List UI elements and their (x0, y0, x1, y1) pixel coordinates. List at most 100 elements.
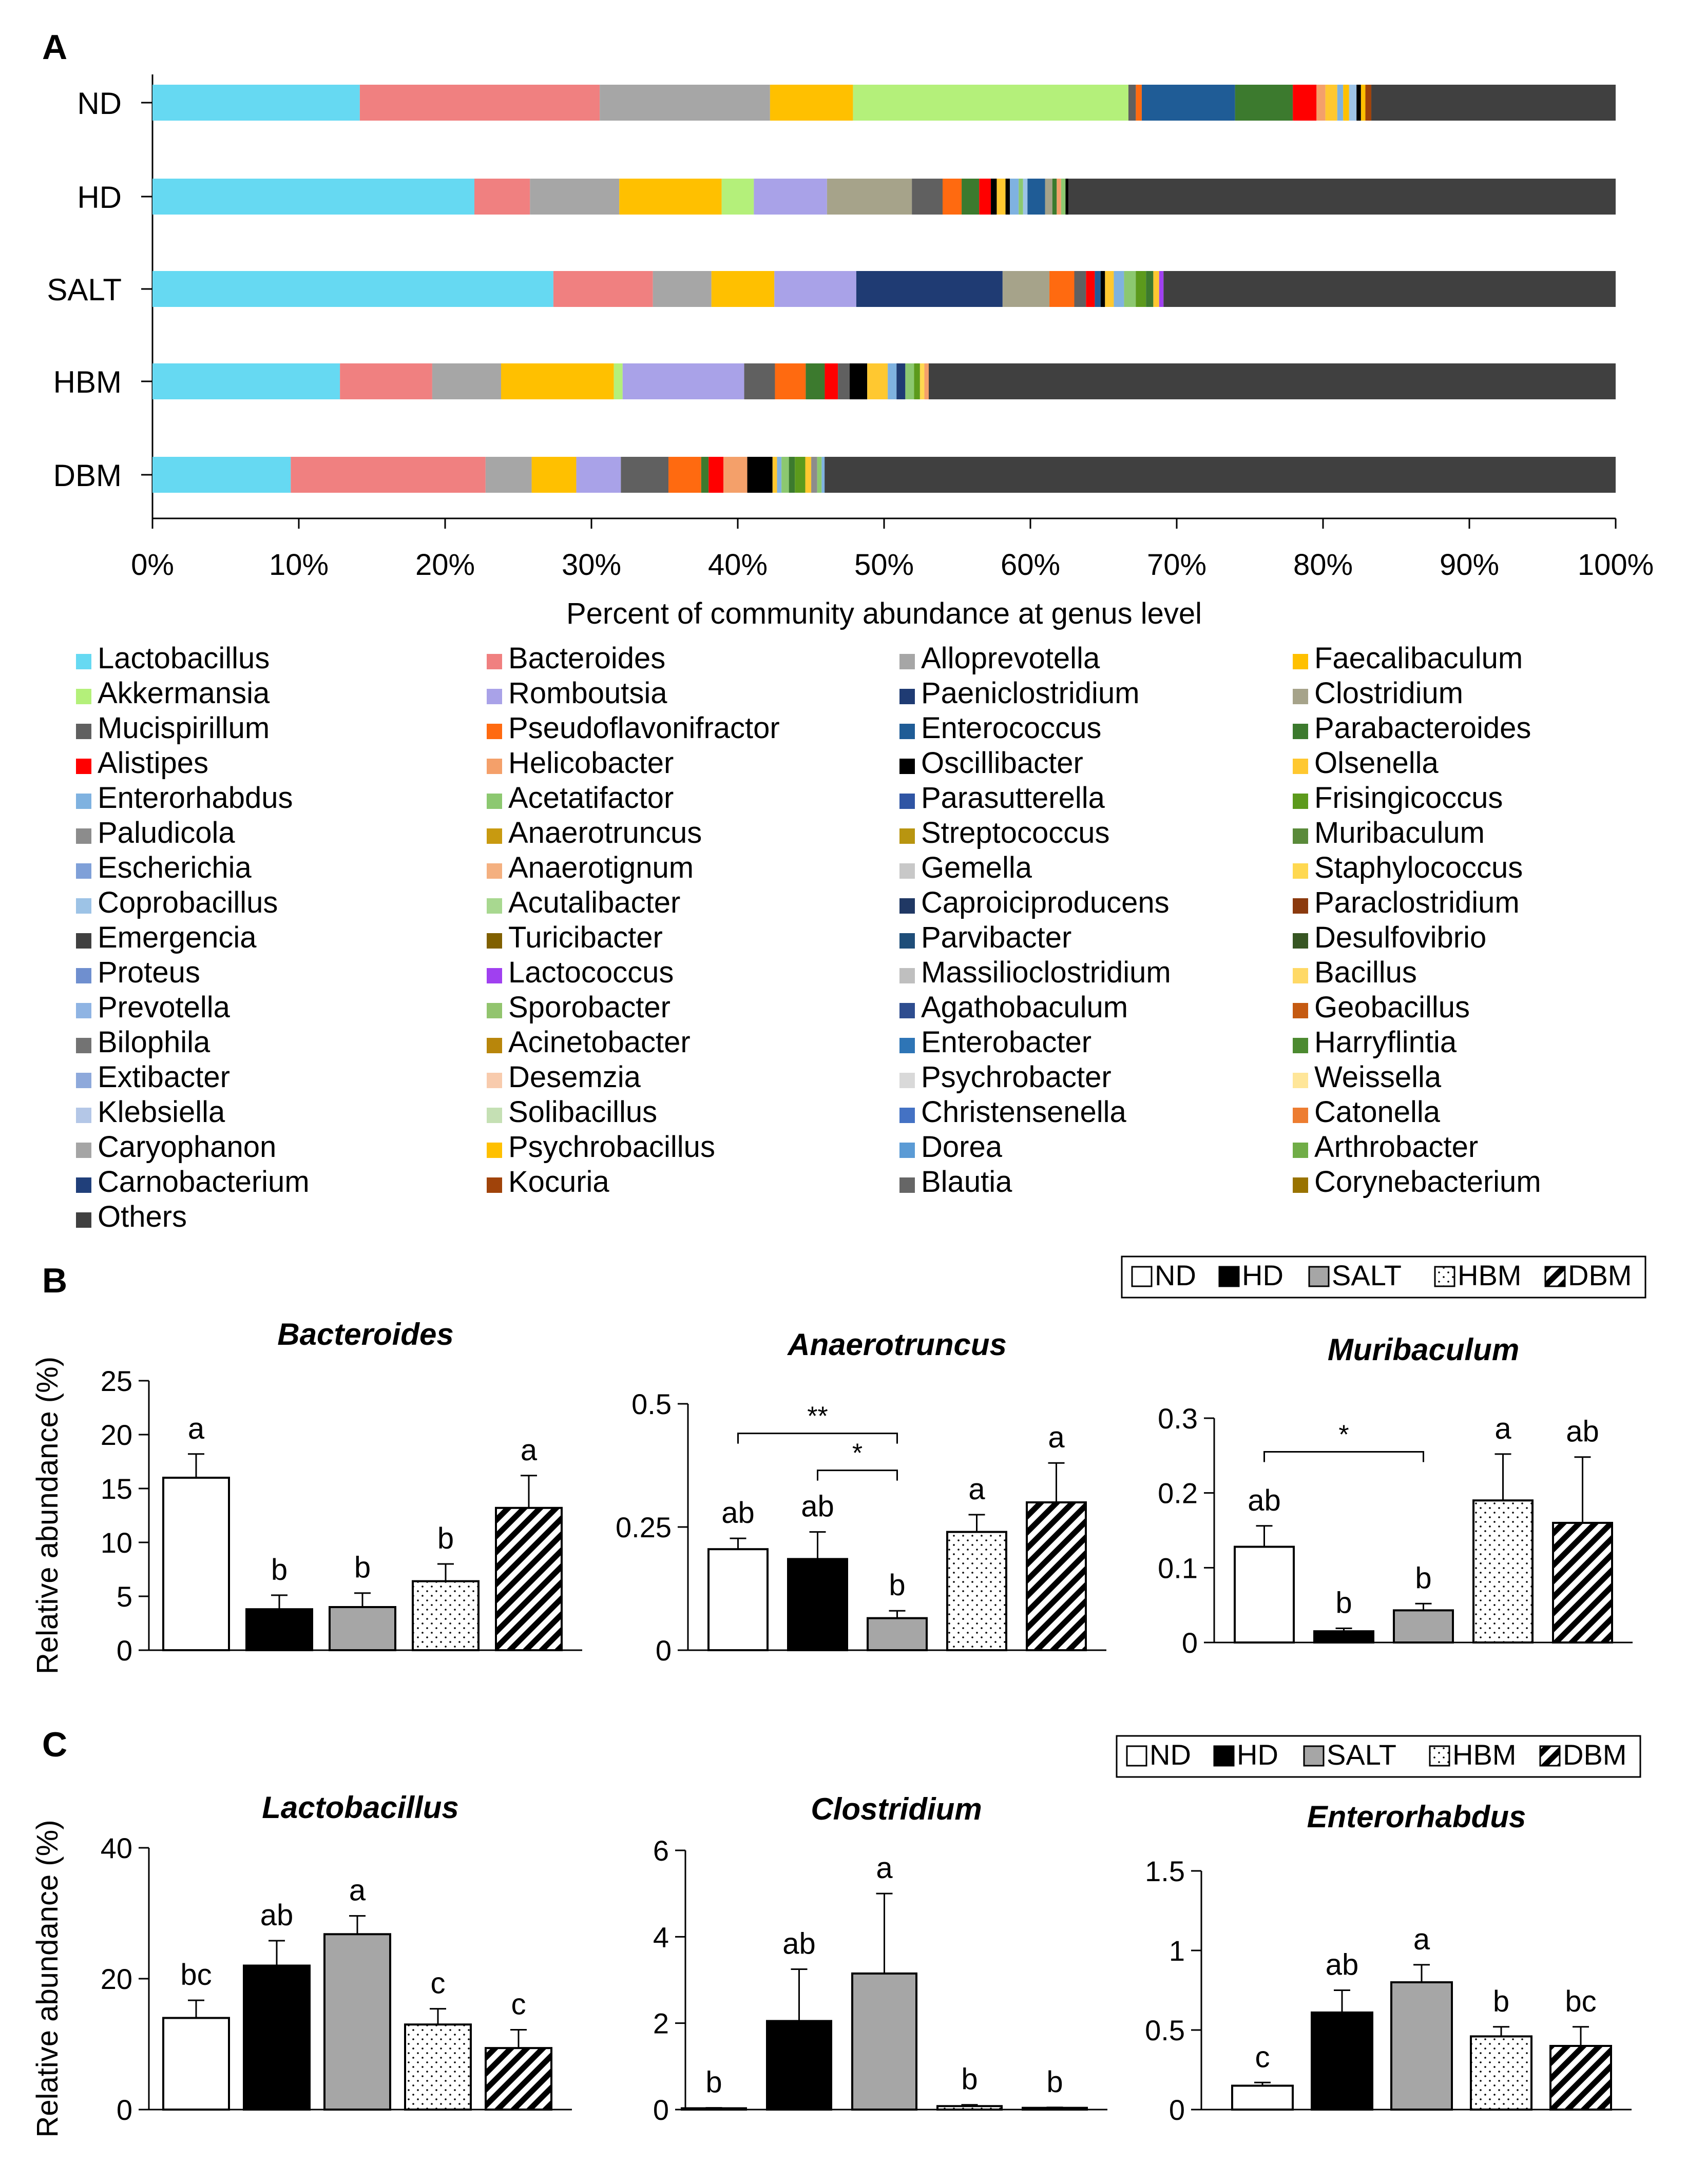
bar-segment (1316, 85, 1326, 121)
y-tick-label: 0.5 (631, 1388, 672, 1420)
legend-swatch (76, 654, 91, 669)
bar-segment (811, 457, 817, 493)
genus-legend: Lactobacillus Bacteroides Alloprevotella Fa… (76, 642, 1541, 1233)
significance-letter: b (889, 1569, 905, 1602)
bar-segment (1153, 271, 1159, 307)
significance-bracket (817, 1470, 898, 1481)
legend-swatch (487, 968, 502, 983)
legend-label: Psychrobacillus (508, 1130, 715, 1164)
y-tick-label: 20 (101, 1963, 132, 1995)
y-tick-label: 1.5 (1145, 1855, 1185, 1887)
legend-label: Agathobaculum (921, 991, 1128, 1024)
legend-label: Anaerotruncus (508, 816, 702, 849)
significance-letter: a (188, 1412, 205, 1445)
bar (329, 1606, 396, 1651)
bar-segment (1163, 271, 1616, 307)
x-tick-label: 100% (1578, 548, 1654, 582)
bar-segment (152, 363, 340, 399)
bar-segment (789, 457, 795, 493)
significance-letter: b (1046, 2065, 1063, 2099)
bar-segment (997, 179, 1006, 215)
legend-label: SALT (1332, 1259, 1402, 1291)
bar-segment (1095, 271, 1101, 307)
bar-segment (622, 363, 744, 399)
significance-letter: bc (1565, 1985, 1596, 2018)
bar (1026, 1501, 1087, 1651)
bar-segment (912, 179, 943, 215)
bar-segment (1049, 271, 1075, 307)
bar-segment (888, 363, 897, 399)
significance-letter: a (1048, 1421, 1065, 1454)
y-tick-label: 15 (101, 1473, 132, 1505)
legend-swatch (1293, 1003, 1308, 1018)
legend-swatch (487, 828, 502, 844)
bar-segment (1365, 85, 1372, 121)
legend-swatch (76, 1108, 91, 1123)
legend-swatch (487, 1143, 502, 1158)
bar-segment (432, 363, 501, 399)
legend-swatch (76, 933, 91, 949)
legend-label: Acutalibacter (508, 886, 680, 919)
legend-label: Caproiciproducens (921, 886, 1170, 919)
bar-segment (721, 179, 754, 215)
legend-label: Corynebacterium (1314, 1165, 1541, 1199)
significance-bracket (737, 1433, 898, 1444)
legend-swatch (487, 1038, 502, 1053)
y-tick-label: 0.2 (1158, 1477, 1198, 1510)
bar-segment (1159, 271, 1164, 307)
legend-label: Enterorhabdus (98, 781, 293, 815)
legend-label: Mucispirillum (98, 711, 270, 745)
legend-label: Emergencia (98, 921, 257, 954)
significance-letter: ab (801, 1490, 834, 1523)
legend-label: Desulfovibrio (1314, 921, 1486, 954)
legend-label: Staphylococcus (1314, 851, 1523, 884)
significance-letter: c (431, 1967, 446, 2000)
y-tick-label: 5 (117, 1580, 132, 1613)
legend-swatch (487, 1073, 502, 1088)
legend-swatch (1293, 759, 1308, 774)
legend-swatch (76, 689, 91, 704)
significance-letter: c (1255, 2040, 1270, 2074)
legend-swatch (1293, 724, 1308, 739)
legend-label: Others (98, 1200, 187, 1233)
category-label: ND (77, 86, 122, 121)
legend-label: Gemella (921, 851, 1032, 884)
legend-label: Enterobacter (921, 1026, 1091, 1059)
legend-label: Turicibacter (508, 921, 663, 954)
bar-segment (1361, 85, 1366, 121)
bar-segment (701, 457, 709, 493)
legend-label: Helicobacter (508, 746, 674, 780)
chart-title: Enterorhabdus (1307, 1800, 1526, 1834)
bar-segment (708, 457, 724, 493)
bar-segment (1325, 85, 1337, 121)
bar-segment (1124, 271, 1136, 307)
y-tick-label: 6 (653, 1834, 669, 1867)
bar (1472, 1499, 1534, 1644)
legend-label: Carnobacterium (98, 1165, 310, 1199)
legend-label: Streptococcus (921, 816, 1110, 849)
bar-segment (1100, 271, 1105, 307)
legend-label: Lactobacillus (98, 642, 270, 675)
significance-letter: a (968, 1473, 985, 1506)
bar-segment (1068, 179, 1616, 215)
significance-letter: b (705, 2066, 722, 2099)
legend-swatch (76, 1143, 91, 1158)
bar-segment (152, 457, 291, 493)
legend-swatch (1293, 1073, 1308, 1088)
bar (243, 1964, 311, 2111)
bar (1552, 1521, 1613, 1644)
bar-segment (1371, 85, 1616, 121)
bar-segment (905, 363, 914, 399)
legend-swatch (487, 1177, 502, 1193)
legend-label: Frisingicoccus (1314, 781, 1503, 815)
bar-segment (817, 457, 822, 493)
legend-swatch (1293, 1038, 1308, 1053)
significance-letter: a (1495, 1412, 1511, 1445)
legend-swatch (1293, 863, 1308, 879)
bar-segment (359, 85, 600, 121)
legend-swatch (1293, 1177, 1308, 1193)
bar-segment (1057, 179, 1061, 215)
bar-segment (152, 271, 553, 307)
